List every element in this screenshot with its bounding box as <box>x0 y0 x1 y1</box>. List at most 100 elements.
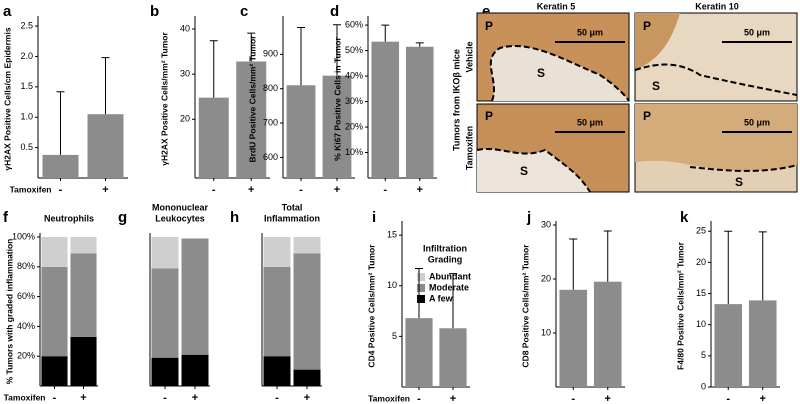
boundary <box>476 148 591 193</box>
x-tick-label: + <box>334 184 340 196</box>
bar-segment <box>181 238 209 355</box>
panel-letter: c <box>240 3 248 20</box>
x-tick-label: + <box>605 393 611 404</box>
error-bar <box>381 24 390 42</box>
region-label: S <box>520 164 528 178</box>
y-tick-label: 10 <box>541 327 551 337</box>
x-axis-label: Tamoxifen <box>10 184 52 194</box>
bar-segment <box>70 336 97 386</box>
bar <box>714 304 743 387</box>
bar <box>322 75 352 178</box>
x-tick-label: + <box>417 184 423 196</box>
x-tick-label: + <box>80 392 86 404</box>
stroma <box>490 46 629 101</box>
y-tick-label: 25 <box>696 226 706 236</box>
y-tick-label: 10 <box>696 319 706 329</box>
y-tick-label: 900 <box>263 49 278 59</box>
epithelium <box>635 104 797 171</box>
scale-label: 50 μm <box>577 27 603 37</box>
y-tick-label: 30% <box>345 96 363 106</box>
error-bar <box>333 24 341 76</box>
region-label: P <box>485 19 493 33</box>
y-axis-label: γH2AX Positive Cells/mm² Tumor <box>159 32 169 166</box>
y-tick-label: 40% <box>345 70 363 80</box>
chart-title: Leukocytes <box>155 213 205 223</box>
x-tick-label: + <box>450 393 456 404</box>
chart-panel: c 600 700 800 900 BrdU Positive Cells/mm² Tum… <box>240 3 355 196</box>
y-tick-label: 1.0 <box>20 112 33 122</box>
y-tick-label: 20 <box>541 273 551 283</box>
y-axis-label: γH2AX Positive Cells/cm Epidermis <box>2 27 12 170</box>
image-tile: P S 50 μm <box>476 103 630 193</box>
bar <box>286 85 316 178</box>
chart-title: Mononuclear <box>152 202 209 212</box>
chart-panel: i 5 10 15 CD4 Positive Cells/mm² Tumor - + Tamo… <box>366 209 470 404</box>
y-tick-label: 2.0 <box>20 51 33 61</box>
error-bar <box>101 57 110 115</box>
y-tick-label: 5 <box>701 350 706 360</box>
bar <box>748 300 777 387</box>
legend-label: Abundant <box>429 271 471 281</box>
x-axis-label: Tamoxifen <box>368 393 410 403</box>
region-label: P <box>643 109 651 123</box>
x-tick-label: - <box>417 393 421 404</box>
side-label: Tumors from IKOβ mice <box>451 49 461 151</box>
chart-title: Inflammation <box>264 213 320 223</box>
bar-segment <box>151 357 179 386</box>
boundary <box>634 63 798 96</box>
bar-segment <box>41 237 68 267</box>
legend-swatch <box>417 273 425 281</box>
panel-letter: a <box>3 3 12 20</box>
legend-title: Grading <box>428 254 463 264</box>
y-tick-label: 50% <box>345 45 363 55</box>
bar <box>405 318 433 387</box>
bar-segment <box>151 237 179 269</box>
legend-swatch <box>417 284 425 292</box>
y-tick-label: 15 <box>696 288 706 298</box>
x-tick-label: + <box>760 393 766 404</box>
y-tick-label: 5 <box>392 331 397 341</box>
y-tick-label: 80% <box>17 261 35 271</box>
y-axis-label: CD8 Positive Cells/mm² Tumor <box>520 244 530 368</box>
y-tick-label: 20% <box>345 121 363 131</box>
bar <box>236 61 267 178</box>
stroma <box>477 148 590 192</box>
bar <box>593 281 622 387</box>
chart-title: Total <box>282 202 303 212</box>
error-bar <box>449 273 457 329</box>
x-tick-label: - <box>53 392 57 404</box>
y-tick-label: 2.5 <box>20 20 33 30</box>
bar-segment <box>263 237 291 267</box>
chart-panel: d 10% 20% 30% 40% 50% 60%% Ki67 Positive Cells… <box>330 3 437 196</box>
bar <box>87 114 124 178</box>
column-label: Keratin 5 <box>537 1 576 11</box>
error-bar <box>56 91 65 155</box>
y-tick-label: 600 <box>263 152 278 162</box>
y-tick-label: 40 <box>180 23 190 33</box>
panel-letter: k <box>680 209 689 226</box>
y-tick-label: 1.5 <box>20 81 33 91</box>
region-label: S <box>652 79 660 93</box>
y-tick-label: 10 <box>387 280 397 290</box>
bar-segment <box>293 369 321 386</box>
y-axis-label: CD4 Positive Cells/mm² Tumor <box>366 244 376 368</box>
error-bar <box>247 32 256 62</box>
x-tick-label: + <box>248 184 254 196</box>
y-tick-label: 20% <box>17 351 35 361</box>
chart-panel: j 10 20 30 CD8 Positive Cells/mm² Tumor - + <box>520 209 625 404</box>
legend-label: Moderate <box>429 282 469 292</box>
error-bar <box>297 27 305 86</box>
y-tick-label: 100% <box>12 231 35 241</box>
legend-label: A few <box>429 293 454 303</box>
bar <box>198 97 229 178</box>
bar-segment <box>41 356 68 386</box>
panel-letter: i <box>372 209 376 226</box>
image-tile: P S 50 μm <box>634 103 798 193</box>
bar-segment <box>263 356 291 386</box>
panel-letter: b <box>150 3 159 20</box>
error-bar <box>415 268 423 319</box>
scale-label: 50 μm <box>744 117 770 127</box>
y-tick-label: 60% <box>345 19 363 29</box>
